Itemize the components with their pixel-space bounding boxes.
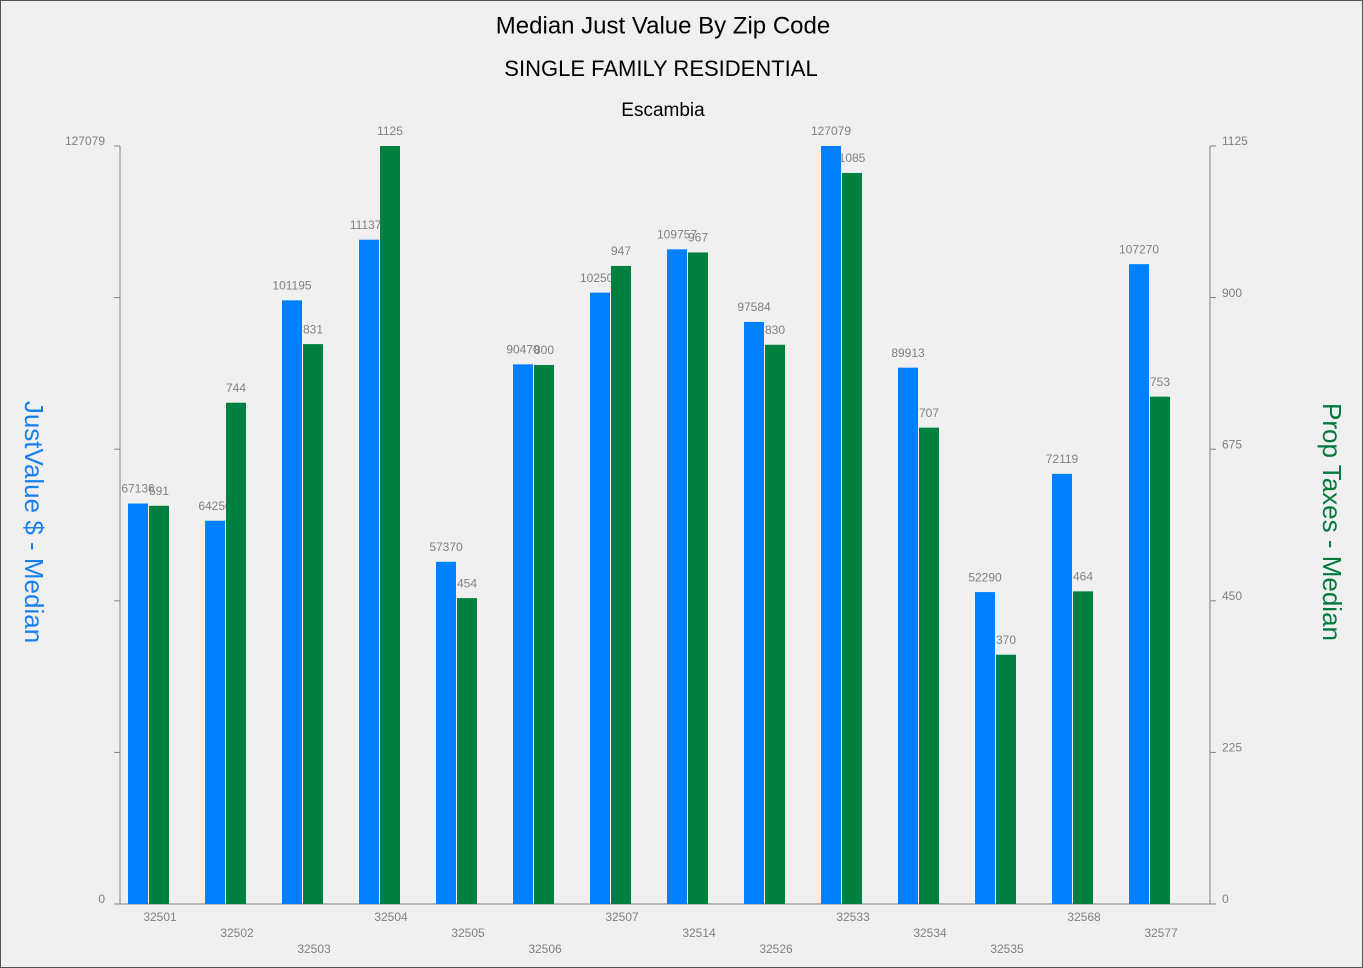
value-label: 127079 [811,124,851,138]
value-label: 72119 [1046,452,1079,466]
x-tick-label: 32514 [682,926,716,940]
value-label: 111370 [350,218,389,232]
bar [1150,396,1170,904]
value-label: 57370 [429,540,463,554]
bar [205,520,225,904]
value-label: 1125 [377,124,403,138]
x-tick-label: 32504 [374,910,408,924]
y-tick-label: 127079 [65,134,105,148]
x-tick-label: 32505 [451,926,485,940]
y2-tick-label: 1125 [1222,134,1248,148]
value-label: 370 [996,633,1016,647]
x-tick-label: 32506 [528,942,562,956]
value-label: 947 [611,244,631,258]
bar [667,249,687,905]
value-label: 52290 [968,570,1002,584]
chart-title: Median Just Value By Zip Code [496,12,830,39]
bar [765,344,785,905]
y2-tick-label: 225 [1222,741,1242,755]
bar [898,367,918,905]
chart-subtitle: SINGLE FAMILY RESIDENTIAL [504,56,817,81]
value-label: 67136 [121,482,155,496]
value-label: 109757 [657,227,697,241]
bar [457,598,477,904]
y-tick-label: 0 [98,892,105,906]
x-tick-label: 32502 [220,926,254,940]
value-label: 97584 [737,300,771,314]
x-tick-label: 32568 [1067,910,1101,924]
value-label: 591 [149,484,169,498]
value-label: 464 [1073,570,1093,584]
bar [282,300,302,905]
bar [1052,473,1072,904]
y2-axis-title: Prop Taxes - Median [1317,403,1347,641]
x-tick-label: 32507 [605,910,639,924]
value-label: 64250 [198,499,232,513]
bar [303,344,323,904]
value-label: 101195 [272,279,311,293]
bar [149,505,169,904]
bar [842,172,862,904]
bar [534,364,554,904]
value-label: 90470 [506,343,540,357]
value-label: 744 [226,381,246,395]
value-label: 107270 [1119,242,1159,256]
bar [436,561,456,904]
bar [590,292,610,905]
value-label: 753 [1150,375,1170,389]
y2-tick-label: 900 [1222,286,1242,300]
x-tick-label: 32503 [297,942,331,956]
value-label: 967 [688,231,708,245]
bar [744,321,764,904]
value-label: 102500 [580,271,620,285]
bar [380,146,400,904]
bar [1073,591,1093,904]
x-tick-label: 32533 [836,910,870,924]
value-label: 800 [534,343,554,357]
x-tick-label: 32577 [1144,926,1178,940]
value-label: 1085 [839,151,866,165]
bar [611,265,631,904]
y2-tick-label: 0 [1222,892,1229,906]
bar [821,146,841,904]
y-axis-title: JustValue $ - Median [19,401,49,643]
x-tick-label: 32535 [990,942,1024,956]
bar [513,364,533,904]
value-label: 831 [303,322,323,336]
bar [688,252,708,904]
y2-tick-label: 450 [1222,589,1242,603]
bar [226,402,246,904]
x-tick-label: 32526 [759,942,793,956]
value-label: 707 [919,406,939,420]
bar [919,427,939,904]
x-tick-label: 32501 [143,910,177,924]
bar [359,239,379,905]
y2-tick-label: 675 [1222,437,1242,451]
bar [128,503,148,904]
x-tick-label: 32534 [913,926,947,940]
value-label: 830 [765,323,785,337]
value-label: 454 [457,576,477,590]
bar [996,654,1016,904]
region-label: Escambia [621,100,705,121]
bar [975,592,995,904]
value-label: 89913 [891,346,925,360]
bar [1129,264,1149,904]
